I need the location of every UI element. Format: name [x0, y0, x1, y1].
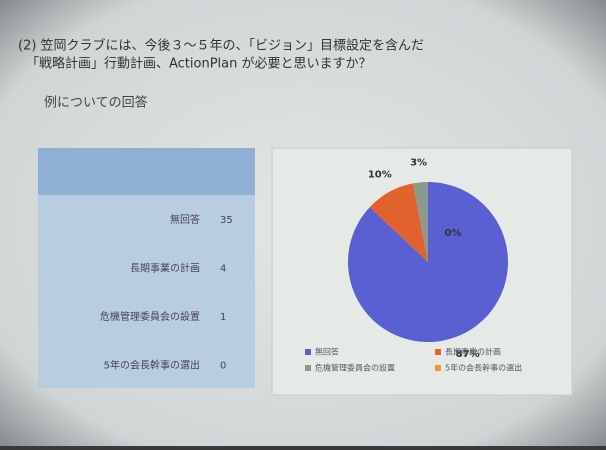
legend-label: 無回答 — [315, 347, 339, 357]
data-label: 3% — [410, 157, 427, 168]
subtitle: 例についての回答 — [44, 95, 148, 111]
legend-swatch — [305, 349, 311, 355]
legend-swatch — [435, 349, 441, 355]
legend-swatch — [305, 365, 311, 371]
data-label: 10% — [368, 169, 392, 180]
row-label: 無回答 — [170, 213, 200, 226]
slide-photo: (2) 笠岡クラブには、今後３～５年の、「ビジョン」目標設定を含んだ 「戦略計画… — [0, 0, 606, 446]
row-label: 危機管理委員会の設置 — [100, 310, 200, 323]
row-label: 長期事業の計画 — [130, 262, 200, 275]
title-line: 「戦略計画」行動計画、ActionPlan が必要と思いますか？ — [26, 56, 372, 72]
row-value: 4 — [220, 264, 226, 275]
data-label: 0% — [445, 228, 462, 239]
legend-label: 長期事業の計画 — [445, 347, 501, 357]
table-header — [38, 148, 255, 195]
legend-swatch — [435, 365, 441, 371]
row-label: 5年の会長幹事の選出 — [104, 359, 200, 372]
title-line: (2) 笠岡クラブには、今後３～５年の、「ビジョン」目標設定を含んだ — [18, 38, 424, 54]
row-value: 35 — [220, 215, 233, 226]
legend-label: 5年の会長幹事の選出 — [445, 363, 522, 373]
row-value: 0 — [220, 361, 226, 372]
legend-label: 危機管理委員会の設置 — [315, 363, 395, 373]
row-value: 1 — [220, 312, 226, 323]
page: (2) 笠岡クラブには、今後３～５年の、「ビジョン」目標設定を含んだ 「戦略計画… — [0, 0, 606, 450]
